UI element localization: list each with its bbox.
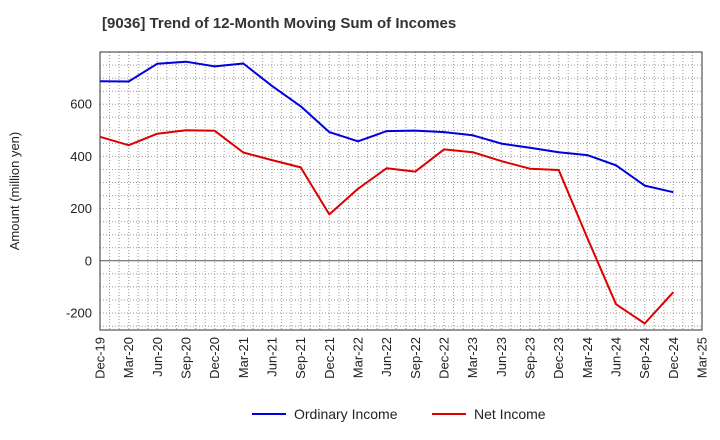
x-axis: Dec-19 Mar-20 Jun-20 Sep-20 Dec-20 Mar-21 Jun-… — [93, 337, 710, 379]
series-line-ordinary-income — [99, 60, 674, 194]
x-tick-label: Sep-23 — [523, 337, 538, 379]
y-tick-label: -200 — [66, 306, 92, 321]
y-tick-label: 0 — [85, 253, 92, 268]
x-tick-label: Jun-23 — [494, 337, 509, 377]
x-tick-label: Sep-21 — [293, 337, 308, 379]
chart-title: [9036] Trend of 12-Month Moving Sum of I… — [102, 15, 457, 32]
legend: Ordinary Income Net Income — [252, 406, 546, 422]
y-axis: -200 0 200 400 600 — [66, 97, 92, 321]
x-tick-label: Mar-21 — [236, 337, 251, 378]
x-tick-label: Mar-22 — [351, 337, 366, 378]
x-tick-label: Sep-22 — [408, 337, 423, 379]
x-tick-label: Dec-22 — [437, 337, 452, 379]
y-tick-label: 600 — [70, 97, 92, 112]
y-tick-label: 400 — [70, 149, 92, 164]
x-tick-label: Jun-24 — [609, 337, 624, 377]
plot-frame — [99, 51, 703, 331]
series-line-net-income — [99, 129, 675, 325]
x-tick-label: Dec-20 — [207, 337, 222, 379]
x-tick-label: Dec-21 — [322, 337, 337, 379]
x-tick-label: Mar-23 — [465, 337, 480, 378]
series-lines — [99, 60, 675, 325]
x-tick-label: Jun-21 — [265, 337, 280, 377]
x-tick-label: Mar-20 — [121, 337, 136, 378]
legend-label: Net Income — [474, 406, 546, 422]
x-tick-label: Sep-20 — [179, 337, 194, 379]
x-tick-label: Mar-24 — [580, 337, 595, 378]
y-tick-label: 200 — [70, 201, 92, 216]
x-tick-label: Dec-19 — [93, 337, 108, 379]
x-tick-label: Dec-24 — [666, 337, 681, 379]
legend-label: Ordinary Income — [294, 406, 398, 422]
y-axis-title: Amount (million yen) — [7, 132, 22, 251]
x-tick-label: Sep-24 — [637, 337, 652, 379]
x-tick-label: Dec-23 — [551, 337, 566, 379]
x-tick-label: Jun-22 — [379, 337, 394, 377]
x-tick-label: Jun-20 — [150, 337, 165, 377]
grid — [100, 52, 702, 330]
x-tick-label: Mar-25 — [695, 337, 710, 378]
